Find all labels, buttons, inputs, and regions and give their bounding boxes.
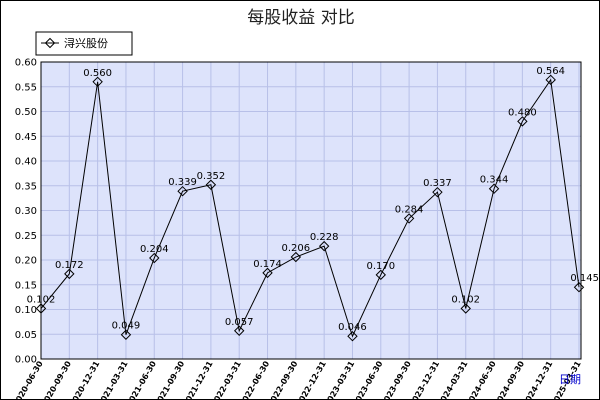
y-tick-label: 0.00 — [15, 355, 37, 366]
x-axis-title: 日期 — [559, 373, 581, 386]
data-point-marker — [64, 268, 75, 280]
data-point-marker — [545, 74, 556, 86]
x-tick-label: 2024-06-30 — [464, 359, 498, 399]
legend-marker-icon — [44, 37, 56, 49]
data-label: 0.480 — [508, 107, 537, 118]
data-point-marker — [347, 331, 358, 342]
data-label: 0.228 — [310, 232, 339, 243]
data-label: 0.174 — [253, 259, 282, 270]
data-label: 0.352 — [197, 171, 226, 182]
data-label: 0.170 — [366, 261, 395, 272]
data-point-marker — [375, 269, 386, 281]
data-label: 0.102 — [451, 295, 480, 306]
y-tick-label: 0.60 — [15, 58, 37, 69]
y-tick-label: 0.45 — [15, 132, 37, 143]
x-tick-label: 2022-06-30 — [238, 359, 272, 399]
y-tick-label: 0.50 — [15, 107, 37, 118]
data-label: 0.049 — [112, 321, 141, 332]
legend-label: 浔兴股份 — [64, 37, 108, 50]
x-tick-label: 2021-03-31 — [96, 359, 130, 399]
x-tick-label: 2021-09-30 — [153, 359, 187, 399]
x-tick-label: 2021-06-30 — [125, 359, 159, 399]
data-label: 0.046 — [338, 322, 367, 333]
data-point-marker — [290, 251, 302, 263]
y-tick-label: 0.05 — [15, 330, 37, 341]
y-axis: 0.00 0.05 0.10 0.15 0.20 0.25 0.30 0.35 0.40 0.45… — [15, 58, 37, 366]
x-tick-label: 2021-12-31 — [181, 359, 215, 399]
x-tick-label: 2024-03-31 — [436, 359, 470, 399]
x-tick-label: 2024-09-30 — [493, 359, 527, 399]
data-point-marker — [318, 240, 330, 252]
legend: 浔兴股份 — [35, 31, 133, 56]
x-tick-label: 2020-09-30 — [40, 359, 74, 399]
data-label: 0.344 — [480, 175, 509, 186]
data-label: 0.564 — [536, 66, 565, 77]
x-tick-label: 2024-12-31 — [521, 359, 555, 399]
y-tick-label: 0.10 — [15, 305, 37, 316]
data-label: 0.337 — [423, 178, 452, 189]
data-label: 0.172 — [55, 260, 84, 271]
legend-box — [35, 31, 133, 56]
data-point-marker — [573, 282, 585, 293]
data-label: 0.560 — [83, 68, 112, 79]
data-point-marker — [234, 325, 245, 336]
y-tick-label: 0.55 — [15, 82, 37, 93]
x-tick-label: 2020-12-31 — [68, 359, 102, 399]
data-label: 0.284 — [395, 204, 424, 215]
chart-title: 每股收益 对比 — [247, 8, 354, 28]
data-point-marker — [177, 185, 188, 197]
data-point-marker — [403, 213, 415, 224]
x-tick-label: 2023-12-31 — [408, 359, 442, 399]
y-tick-label: 0.30 — [15, 206, 37, 217]
data-point-marker — [262, 267, 273, 279]
plot-border — [40, 61, 582, 360]
data-label: 0.339 — [168, 177, 197, 188]
data-point-marker — [149, 252, 160, 264]
x-axis: 2020-06-302020-09-302020-12-312021-03-31… — [11, 359, 583, 399]
data-point-marker — [35, 303, 47, 314]
x-tick-label: 2022-12-31 — [295, 359, 329, 399]
data-point-marker — [517, 116, 528, 127]
x-tick-label: 2023-09-30 — [379, 359, 413, 399]
data-point-marker — [205, 179, 217, 190]
y-tick-label: 0.20 — [15, 256, 37, 267]
grid-lines — [40, 61, 582, 360]
data-label: 0.145 — [570, 273, 599, 284]
data-label: 0.102 — [27, 295, 56, 306]
y-tick-label: 0.40 — [15, 157, 37, 168]
data-label: 0.204 — [140, 244, 169, 255]
data-point-marker — [120, 329, 132, 340]
y-tick-label: 0.15 — [15, 280, 37, 291]
y-tick-label: 0.35 — [15, 181, 37, 192]
data-point-marker — [460, 303, 471, 314]
x-tick-label: 2022-09-30 — [266, 359, 300, 399]
x-tick-label: 2023-06-30 — [351, 359, 385, 399]
x-tick-label: 2022-03-31 — [210, 359, 244, 399]
series-line — [40, 78, 580, 338]
data-label: 0.206 — [282, 243, 311, 254]
data-point-marker — [432, 186, 443, 198]
data-label: 0.057 — [225, 317, 254, 328]
x-tick-label: 2023-03-31 — [323, 359, 357, 399]
y-tick-label: 0.25 — [15, 231, 37, 242]
data-point-marker — [92, 76, 103, 88]
data-point-marker — [488, 183, 500, 194]
